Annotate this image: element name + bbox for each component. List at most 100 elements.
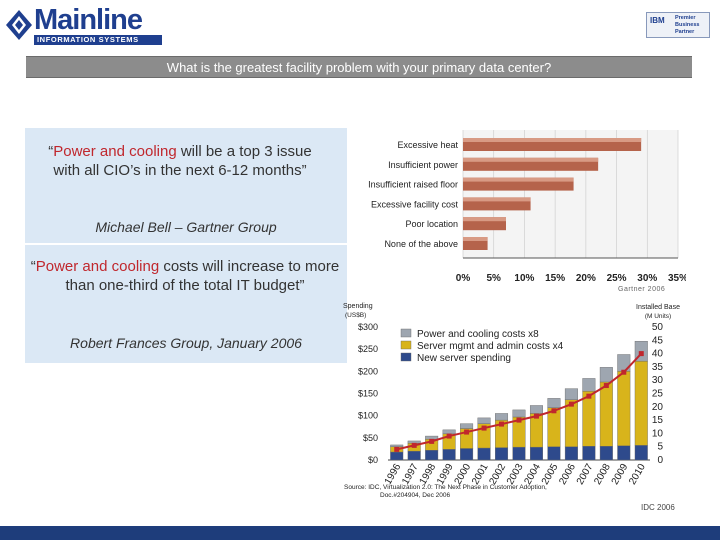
stack-xtick-label: 2000 [453,462,474,487]
stack-legend-swatch [400,340,412,350]
quote-1-open: “ [48,143,54,160]
hbar-plot-area [463,130,678,258]
stack-bar-segment [547,407,561,447]
stack-ytick-label: $100 [358,411,378,421]
stack-ytick-label: $200 [358,366,378,376]
quote-1-author: Michael Bell – Gartner Group [95,219,277,235]
stack-bar-segment [617,371,631,447]
hbar-bar-highlight [463,237,488,241]
stack-bar-segment [599,446,613,461]
stack-ylabel-right: Installed Base [636,304,680,311]
stack-xtick-label: 2004 [522,462,543,487]
quote-1-highlight: Power and cooling [53,143,177,160]
hbar-tick-label: 25% [607,273,627,284]
stack-ytick-label: $150 [358,389,378,399]
stack-bar-segment [564,388,578,400]
installed-base-point [551,408,557,414]
stack-bar-segment [529,405,543,414]
installed-base-point [481,425,487,431]
hbar-bar-highlight [463,138,642,142]
stack-bar-segment [582,446,596,461]
hbar-bar-highlight [463,157,599,162]
logo-subtitle: INFORMATION SYSTEMS [34,35,162,45]
stack-bar-segment [599,367,613,383]
installed-base-point [533,413,539,419]
installed-base-point [499,421,505,427]
stack-bar-segment [442,449,456,461]
installed-base-point [638,351,644,357]
stack-ytick-right-label: 20 [652,402,664,413]
quote-1: “Power and cooling will be a top 3 issue… [40,142,320,180]
quote-2-highlight: Power and cooling [35,258,160,275]
stack-bar-segment [634,445,648,461]
stack-xtick-label: 1999 [435,462,456,487]
stack-xtick-label: 2009 [610,462,631,487]
facility-problem-bar-chart: 0% 5% 10% 15% 20% 25% 30% 35% Excessive heat Insu… [368,130,686,284]
installed-base-point [586,393,592,399]
stack-xtick-label: 2008 [592,462,613,487]
stack-ytick-right-label: 40 [652,349,664,360]
quote-1-text: will be a top 3 issue with all CIO’s in … [53,143,312,179]
installed-base-point [621,369,627,375]
hbar-tick-label: 10% [514,273,534,284]
quote-2-text: costs will increase to more than one-thi… [65,258,340,294]
stack-bar-segment [407,450,421,461]
stack-bar-segment [582,391,596,447]
stack-ylabel-right-unit: (M Units) [645,313,671,320]
stack-ytick-label: $250 [358,344,378,354]
installed-base-point [411,442,417,448]
stack-legend-label: Power and cooling costs x8 [417,329,539,340]
gartner-source: Gartner 2006 [618,286,666,293]
stack-xtick-label: 1996 [383,462,404,487]
stack-ylabel: Spending [343,303,373,310]
stack-bar-segment [390,444,404,447]
stack-xtick-label: 2006 [557,462,578,487]
installed-base-point [429,438,435,444]
stack-ytick-right-label: 10 [652,428,664,439]
stack-bar-segment [564,446,578,461]
stack-source-line-2: Doc.#204904, Dec 2006 [380,492,450,499]
stack-legend-label: New server spending [417,353,511,364]
hbar-category-label: Excessive facility cost [371,199,459,209]
hbar-bar-highlight [463,197,531,202]
installed-base-point [394,446,400,452]
hbar-category-label: Excessive heat [397,140,458,150]
stack-ytick-right-label: 30 [652,375,664,386]
stack-xtick-label: 2001 [470,462,491,487]
stack-bar-segment [407,440,421,444]
ibm-partner-badge: IBM Premier Business Partner [646,12,710,38]
stack-ytick-right-label: 5 [657,442,663,453]
partner-ibm-label: IBM [650,16,665,25]
stack-xtick-label: 2005 [540,462,561,487]
partner-line-2: Business [675,22,700,28]
stack-ytick-label: $50 [363,433,378,443]
installed-base-point [464,429,470,435]
stack-xtick-label: 2007 [575,462,596,487]
partner-line-3: Partner [675,29,695,35]
mainline-logo: Mainline INFORMATION SYSTEMS [6,4,166,46]
stack-xtick-label: 2010 [627,462,648,487]
hbar-tick-label: 15% [545,273,565,284]
quote-panel [25,128,347,363]
stack-ylabel-unit: (US$B) [345,312,366,319]
stack-ytick-right-label: 35 [652,362,664,373]
installed-base-point [603,383,609,389]
hbar-bar-highlight [463,177,574,182]
stack-bar-segment [617,445,631,461]
hbar-tick-label: 20% [576,273,596,284]
hbar-tick-label: 0% [456,273,471,284]
stack-bar-segment [512,446,526,461]
stack-bar-segment [442,429,456,435]
stack-ytick-right-label: 15 [652,415,664,426]
stack-bar-segment [477,447,491,461]
quote-2: “Power and cooling costs will increase t… [30,257,340,295]
hbar-tick-label: 30% [637,273,657,284]
hbar-category-label: None of the above [384,239,458,249]
stack-xtick-label: 1997 [400,462,421,487]
partner-line-1: Premier [675,15,696,21]
stack-ytick-label: $300 [358,322,378,332]
installed-base-point [568,401,574,407]
stack-ytick-right-label: 50 [652,322,664,333]
stack-ytick-right-label: 0 [657,455,663,466]
stack-xtick-label: 1998 [418,462,439,487]
